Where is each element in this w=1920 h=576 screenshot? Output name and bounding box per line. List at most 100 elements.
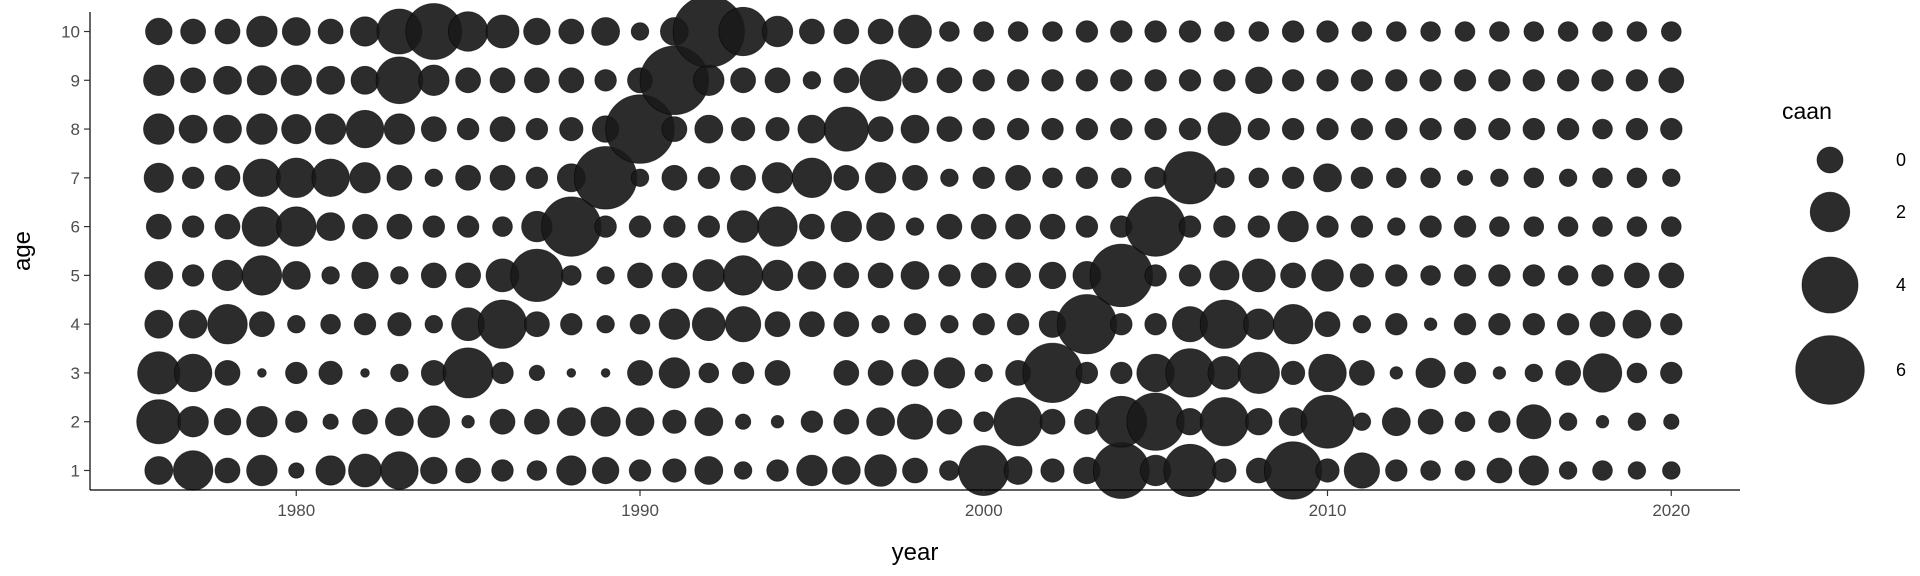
data-point: [213, 408, 242, 436]
data-point: [761, 15, 794, 48]
data-point: [902, 67, 928, 94]
data-point: [871, 315, 890, 334]
data-point: [1522, 69, 1546, 92]
y-tick-label: 5: [71, 266, 80, 285]
data-point: [1144, 166, 1167, 190]
data-point: [1386, 167, 1407, 189]
data-point: [349, 162, 381, 194]
data-point: [1213, 69, 1236, 92]
data-point: [1523, 216, 1545, 237]
data-point: [630, 22, 650, 41]
data-point: [1214, 167, 1235, 189]
data-point: [523, 17, 551, 46]
data-point: [1003, 456, 1033, 485]
y-tick-label: 10: [61, 23, 80, 42]
data-point: [1658, 67, 1685, 94]
data-point: [596, 266, 615, 285]
data-point: [1453, 69, 1477, 92]
data-point: [1281, 166, 1305, 190]
data-point: [1592, 216, 1613, 237]
data-point: [662, 409, 687, 434]
data-point: [1178, 264, 1202, 287]
data-point: [1592, 460, 1613, 481]
data-point: [661, 116, 688, 143]
data-point: [1488, 69, 1511, 92]
y-tick-label: 3: [71, 364, 80, 383]
data-point: [936, 213, 963, 240]
data-point: [724, 306, 762, 343]
data-point: [1300, 394, 1355, 449]
data-point: [524, 311, 550, 338]
data-point: [351, 261, 379, 290]
x-tick-label: 2020: [1652, 501, 1690, 520]
data-point: [733, 461, 753, 480]
data-point: [833, 359, 860, 386]
data-point: [722, 255, 764, 296]
data-point: [1248, 167, 1270, 189]
data-point: [285, 361, 308, 385]
data-point: [1489, 21, 1510, 42]
data-point: [316, 212, 346, 242]
data-point: [246, 406, 278, 438]
data-point: [1308, 353, 1347, 393]
data-point: [970, 213, 997, 240]
data-point: [1419, 215, 1442, 238]
data-point: [1281, 117, 1305, 141]
data-point: [1075, 117, 1099, 141]
data-point: [1007, 21, 1029, 42]
data-point: [1456, 169, 1474, 186]
data-point: [1488, 117, 1511, 141]
data-point: [456, 215, 480, 238]
data-point: [1592, 167, 1613, 189]
data-point: [594, 69, 617, 92]
data-point: [375, 56, 424, 105]
legend-label: 2: [1896, 202, 1906, 222]
data-point: [939, 460, 960, 481]
data-point: [345, 109, 385, 149]
data-point: [936, 116, 963, 143]
data-point: [1281, 360, 1306, 385]
data-point: [1490, 168, 1509, 188]
data-point: [661, 262, 688, 289]
data-point: [360, 368, 370, 378]
data-point: [1349, 359, 1375, 386]
data-point: [1351, 21, 1373, 42]
data-point: [442, 347, 494, 399]
data-point: [866, 407, 895, 437]
data-point: [1622, 309, 1652, 339]
data-point: [1005, 164, 1031, 191]
data-point: [424, 168, 444, 188]
legend-label: 4: [1896, 275, 1906, 295]
data-point: [1022, 342, 1083, 403]
data-point: [940, 315, 959, 334]
data-point: [489, 408, 516, 435]
data-point: [136, 399, 182, 445]
data-point: [974, 363, 993, 383]
data-point: [528, 364, 546, 381]
data-point: [390, 266, 409, 285]
data-point: [866, 212, 895, 242]
data-point: [859, 59, 902, 102]
data-point: [525, 166, 549, 190]
data-point: [1245, 408, 1273, 436]
data-point: [455, 67, 482, 94]
x-tick-label: 1980: [277, 501, 315, 520]
data-point: [730, 164, 756, 191]
data-point: [1556, 69, 1580, 92]
data-point: [383, 113, 416, 145]
data-point: [1557, 21, 1579, 42]
data-point: [1199, 299, 1250, 349]
legend-key: [1801, 256, 1859, 314]
data-point: [734, 413, 752, 430]
data-point: [830, 210, 863, 243]
data-point: [1522, 117, 1546, 141]
data-point: [833, 67, 860, 94]
data-point: [1489, 216, 1510, 237]
data-point: [455, 164, 482, 191]
data-point: [1555, 359, 1581, 386]
data-point: [1627, 461, 1647, 480]
data-point: [1417, 408, 1444, 435]
data-point: [1075, 215, 1099, 238]
data-point: [477, 299, 528, 349]
data-point: [1420, 265, 1441, 286]
